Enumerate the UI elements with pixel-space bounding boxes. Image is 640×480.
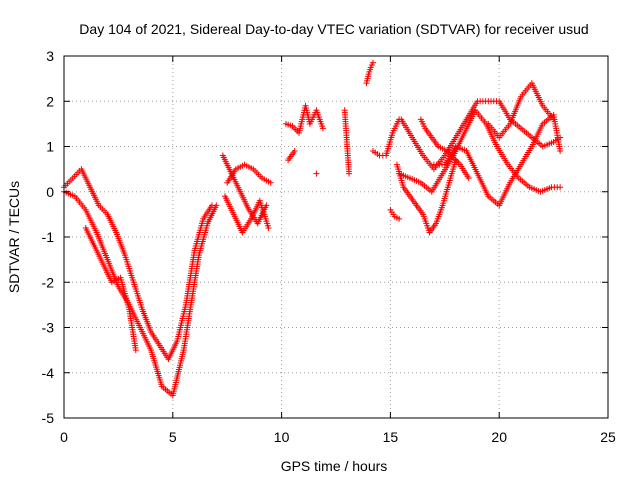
data-point (550, 116, 557, 123)
x-axis-label: GPS time / hours (281, 458, 388, 474)
x-tick-label: 0 (60, 429, 68, 445)
data-point (465, 175, 472, 182)
data-point (557, 148, 564, 155)
chart-title: Day 104 of 2021, Sidereal Day-to-day VTE… (79, 21, 588, 37)
data-point (313, 170, 320, 177)
data-point (369, 59, 376, 66)
x-tick-label: 25 (600, 429, 616, 445)
data-point (396, 215, 403, 222)
data-point (291, 148, 298, 155)
data-point (557, 184, 564, 191)
data-points (61, 59, 564, 399)
y-tick-label: -4 (42, 365, 55, 381)
y-tick-label: 2 (46, 93, 54, 109)
x-tick-label: 10 (274, 429, 290, 445)
y-tick-label: -5 (42, 410, 55, 426)
x-tick-label: 15 (383, 429, 399, 445)
y-tick-label: -1 (42, 229, 55, 245)
data-point (132, 347, 139, 354)
y-tick-label: 0 (46, 184, 54, 200)
data-point (319, 125, 326, 132)
y-tick-label: -2 (42, 274, 55, 290)
y-tick-label: 3 (46, 48, 54, 64)
x-tick-label: 5 (169, 429, 177, 445)
data-point (213, 202, 220, 209)
data-point (267, 179, 274, 186)
y-tick-label: 1 (46, 139, 54, 155)
x-tick-label: 20 (491, 429, 507, 445)
data-point (263, 202, 270, 209)
y-axis-label: SDTVAR / TECUs (6, 181, 22, 293)
data-point (265, 224, 272, 231)
grid (64, 56, 608, 418)
axis-ticks (63, 55, 609, 419)
y-tick-label: -3 (42, 320, 55, 336)
data-point (346, 170, 353, 177)
